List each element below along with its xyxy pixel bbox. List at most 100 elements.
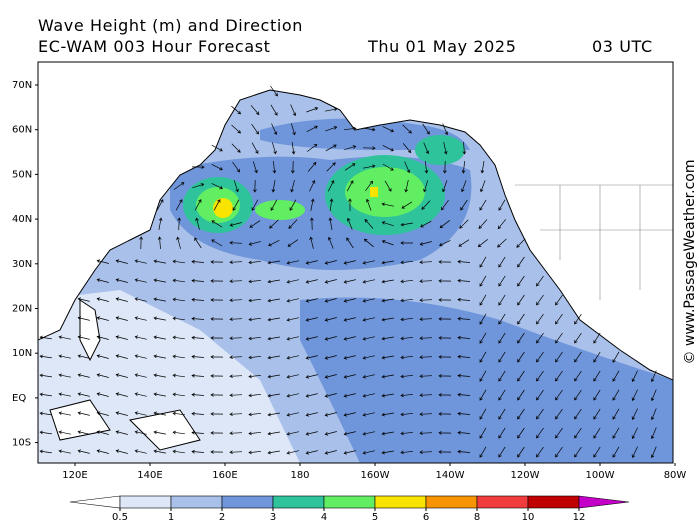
direction-arrow	[267, 412, 280, 417]
direction-arrow	[231, 124, 242, 134]
direction-arrow	[267, 431, 280, 436]
direction-arrow	[381, 298, 394, 303]
direction-arrow	[362, 146, 376, 151]
direction-arrow	[517, 313, 525, 325]
direction-arrow	[286, 431, 299, 436]
direction-arrow	[153, 449, 166, 454]
direction-arrow	[229, 412, 243, 417]
direction-arrow	[253, 179, 257, 193]
direction-arrow	[593, 332, 601, 344]
direction-arrow	[362, 260, 375, 265]
direction-arrow	[211, 239, 223, 247]
direction-arrow	[382, 163, 394, 171]
direction-arrow	[286, 279, 299, 284]
direction-arrow	[286, 374, 299, 379]
direction-arrow	[555, 408, 563, 420]
direction-arrow	[134, 449, 147, 454]
direction-arrow	[248, 260, 262, 265]
direction-arrow	[191, 165, 205, 169]
direction-arrow	[612, 389, 620, 401]
direction-arrow	[402, 124, 412, 134]
direction-arrow	[479, 408, 487, 420]
colorbar-bin	[119, 495, 172, 509]
time: 03 UTC	[592, 37, 653, 56]
direction-arrow	[612, 370, 620, 382]
direction-arrow	[271, 142, 277, 155]
direction-arrow	[457, 354, 471, 359]
direction-arrow	[210, 317, 224, 321]
direction-arrow	[400, 222, 413, 227]
direction-arrow	[479, 351, 487, 363]
direction-arrow	[400, 450, 414, 455]
direction-arrow	[248, 374, 262, 379]
direction-arrow	[267, 393, 280, 398]
direction-arrow	[479, 332, 487, 344]
colorbar-bin	[527, 495, 580, 509]
direction-arrow	[191, 278, 205, 283]
direction-arrow	[134, 411, 147, 416]
lon-label: 160E	[212, 470, 237, 481]
direction-arrow	[400, 412, 414, 417]
direction-arrow	[309, 179, 316, 192]
direction-arrow	[438, 450, 452, 454]
direction-arrow	[381, 355, 394, 360]
direction-arrow	[497, 219, 507, 230]
direction-arrow	[536, 294, 544, 306]
direction-arrow	[536, 389, 544, 401]
colorbar-bin	[425, 495, 478, 509]
lat-label: 30N	[12, 259, 32, 270]
direction-arrow	[555, 370, 563, 382]
direction-arrow	[177, 217, 182, 231]
direction-arrow	[248, 317, 262, 322]
direction-arrow	[458, 239, 470, 247]
direction-arrow	[650, 408, 657, 421]
direction-arrow	[381, 279, 394, 284]
colorbar-label: 0.5	[112, 512, 128, 523]
direction-arrow	[457, 449, 471, 454]
direction-arrow	[229, 450, 243, 455]
direction-arrow	[210, 355, 224, 359]
direction-arrow	[366, 198, 372, 211]
direction-arrow	[270, 85, 278, 97]
direction-arrow	[229, 393, 243, 398]
direction-arrow	[210, 298, 224, 302]
direction-arrow	[517, 332, 525, 344]
direction-arrow	[134, 392, 147, 397]
direction-arrow	[229, 431, 243, 436]
direction-arrow	[270, 199, 278, 211]
direction-arrow	[479, 313, 487, 325]
direction-arrow	[363, 127, 376, 132]
direction-arrow	[286, 317, 299, 322]
direction-arrow	[404, 161, 411, 174]
direction-arrow	[191, 335, 205, 340]
land	[38, 62, 673, 381]
direction-arrow	[229, 298, 243, 303]
direction-arrow	[536, 370, 544, 382]
direction-arrow	[363, 164, 376, 169]
direction-arrow	[400, 260, 414, 265]
direction-arrow	[306, 125, 318, 133]
direction-arrow	[362, 317, 375, 322]
direction-arrow	[172, 373, 185, 378]
direction-arrow	[479, 446, 487, 458]
direction-arrow	[479, 427, 487, 439]
direction-arrow	[381, 412, 394, 417]
direction-arrow	[343, 298, 356, 303]
direction-arrow	[498, 427, 506, 439]
rough-sea	[300, 297, 673, 463]
direction-arrow	[419, 260, 433, 265]
direction-arrow	[381, 450, 394, 455]
direction-arrow	[343, 374, 356, 379]
direction-arrow	[77, 392, 90, 397]
direction-arrow	[517, 256, 525, 268]
direction-arrow	[457, 278, 471, 283]
direction-arrow	[419, 336, 433, 341]
direction-arrow	[457, 430, 471, 435]
direction-arrow	[555, 446, 563, 458]
direction-arrow	[251, 199, 259, 211]
direction-arrow	[286, 355, 299, 360]
model: EC-WAM 003 Hour Forecast	[38, 37, 271, 56]
direction-arrow	[172, 297, 185, 302]
direction-arrow	[305, 317, 318, 322]
direction-arrow	[498, 199, 506, 211]
